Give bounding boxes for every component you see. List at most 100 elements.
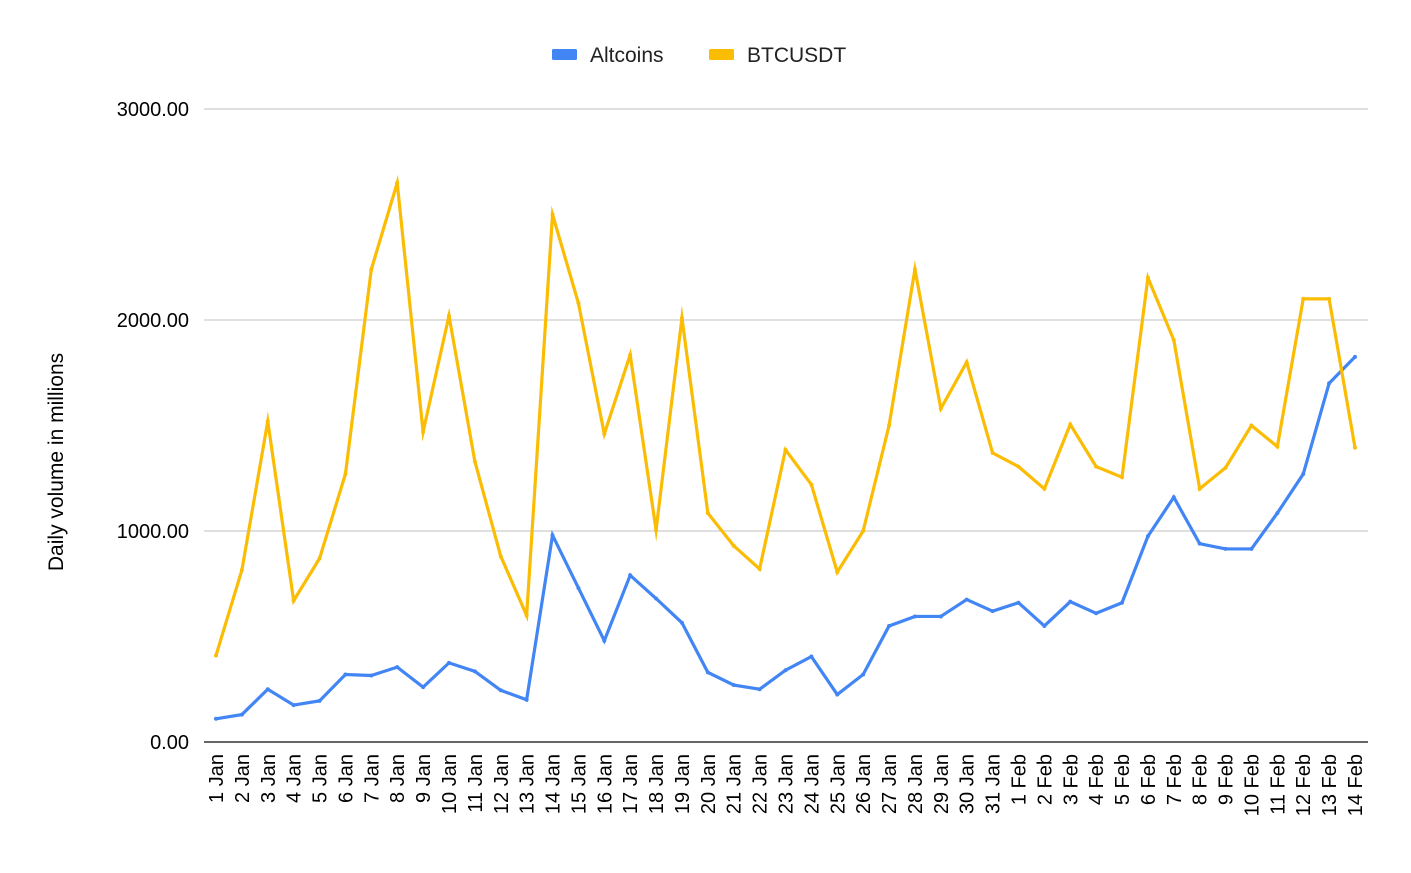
data-point xyxy=(446,313,451,318)
y-tick-label: 3000.00 xyxy=(117,99,189,121)
x-tick-label: 3 Feb xyxy=(1060,754,1082,805)
legend-label: BTCUSDT xyxy=(747,44,846,67)
x-tick-label: 7 Feb xyxy=(1164,754,1186,805)
x-tick-label: 30 Jan xyxy=(957,754,979,814)
data-point xyxy=(1353,445,1357,450)
legend-item-btcusdt: BTCUSDT xyxy=(709,44,846,67)
x-tick-label: 13 Jan xyxy=(517,754,539,814)
data-point xyxy=(938,614,943,619)
data-point xyxy=(369,267,374,272)
data-point xyxy=(421,685,426,690)
data-point xyxy=(887,623,892,628)
data-point xyxy=(550,212,555,217)
data-point xyxy=(291,703,296,708)
data-point xyxy=(1068,422,1073,427)
data-point xyxy=(783,668,788,673)
x-tick-label: 15 Jan xyxy=(568,754,590,814)
series-line-altcoins xyxy=(215,355,1357,721)
x-tick-label: 23 Jan xyxy=(776,754,798,814)
data-point xyxy=(369,673,374,678)
data-point xyxy=(1042,486,1047,491)
x-tick-label: 1 Feb xyxy=(1008,754,1030,805)
y-tick-label: 1000.00 xyxy=(117,521,189,543)
x-tick-label: 24 Jan xyxy=(801,754,823,814)
data-point xyxy=(679,315,684,320)
data-point xyxy=(628,573,633,578)
series-points-btcusdt xyxy=(214,180,1357,658)
x-tick-label: 3 Jan xyxy=(258,754,280,803)
data-point xyxy=(421,429,426,434)
x-tick-label: 29 Jan xyxy=(931,754,953,814)
data-point xyxy=(861,672,866,677)
x-tick-label: 27 Jan xyxy=(879,754,901,814)
x-tick-label: 5 Feb xyxy=(1112,754,1134,805)
data-point xyxy=(1094,611,1099,616)
data-point xyxy=(239,568,244,573)
data-point xyxy=(654,527,659,532)
legend-label: Altcoins xyxy=(590,44,664,67)
data-point xyxy=(757,687,762,692)
data-point xyxy=(317,556,322,561)
x-tick-label: 28 Jan xyxy=(905,754,927,814)
y-tick-label: 0.00 xyxy=(150,732,189,754)
data-point xyxy=(1249,423,1254,428)
data-point xyxy=(239,712,244,717)
data-point xyxy=(265,687,270,692)
data-point xyxy=(1120,475,1125,480)
data-point xyxy=(1171,495,1176,500)
x-tick-label: 4 Jan xyxy=(284,754,306,803)
data-point xyxy=(990,609,995,614)
gridlines xyxy=(204,108,1368,532)
data-point xyxy=(343,472,348,477)
series-lines xyxy=(214,174,1357,721)
x-tick-label: 5 Jan xyxy=(310,754,332,803)
data-point xyxy=(1016,464,1021,469)
data-point xyxy=(1301,472,1306,477)
data-point xyxy=(446,660,451,665)
data-point xyxy=(705,670,710,675)
data-point xyxy=(1145,275,1150,280)
x-tick-label: 22 Jan xyxy=(750,754,772,814)
x-tick-label: 12 Feb xyxy=(1293,754,1315,816)
data-point xyxy=(524,697,529,702)
x-tick-label: 9 Jan xyxy=(413,754,435,803)
data-point xyxy=(809,482,814,487)
data-point xyxy=(1197,541,1202,546)
data-point xyxy=(602,638,607,643)
data-point xyxy=(1042,623,1047,628)
x-tick-label: 11 Jan xyxy=(465,754,487,813)
data-point xyxy=(705,511,710,516)
data-point xyxy=(809,654,814,659)
data-point xyxy=(783,447,788,452)
x-tick-label: 8 Feb xyxy=(1190,754,1212,805)
data-point xyxy=(1275,511,1280,516)
data-point xyxy=(524,613,529,618)
data-point xyxy=(1016,600,1021,605)
x-tick-label: 7 Jan xyxy=(361,754,383,803)
legend-swatch xyxy=(709,49,734,60)
x-tick-label: 16 Jan xyxy=(594,754,616,814)
data-point xyxy=(1353,354,1357,359)
data-point xyxy=(395,665,400,670)
x-tick-label: 31 Jan xyxy=(983,754,1005,814)
data-point xyxy=(1275,444,1280,449)
series-points-altcoins xyxy=(214,354,1357,721)
data-point xyxy=(1223,465,1228,470)
data-point xyxy=(912,614,917,619)
data-point xyxy=(757,566,762,571)
data-point xyxy=(1249,546,1254,551)
x-tick-label: 6 Feb xyxy=(1138,754,1160,805)
data-point xyxy=(628,352,633,357)
data-point xyxy=(576,585,581,590)
data-point xyxy=(861,529,866,533)
x-axis-ticks: 1 Jan 2 Jan 3 Jan 4 Jan 5 Jan 6 Jan 7 Jan 8 Jan… xyxy=(206,754,1367,816)
data-point xyxy=(550,533,555,538)
x-tick-label: 14 Jan xyxy=(543,754,565,814)
data-point xyxy=(731,543,736,548)
data-point xyxy=(679,620,684,625)
data-point xyxy=(731,683,736,688)
data-point xyxy=(602,431,607,436)
data-point xyxy=(1301,296,1306,301)
